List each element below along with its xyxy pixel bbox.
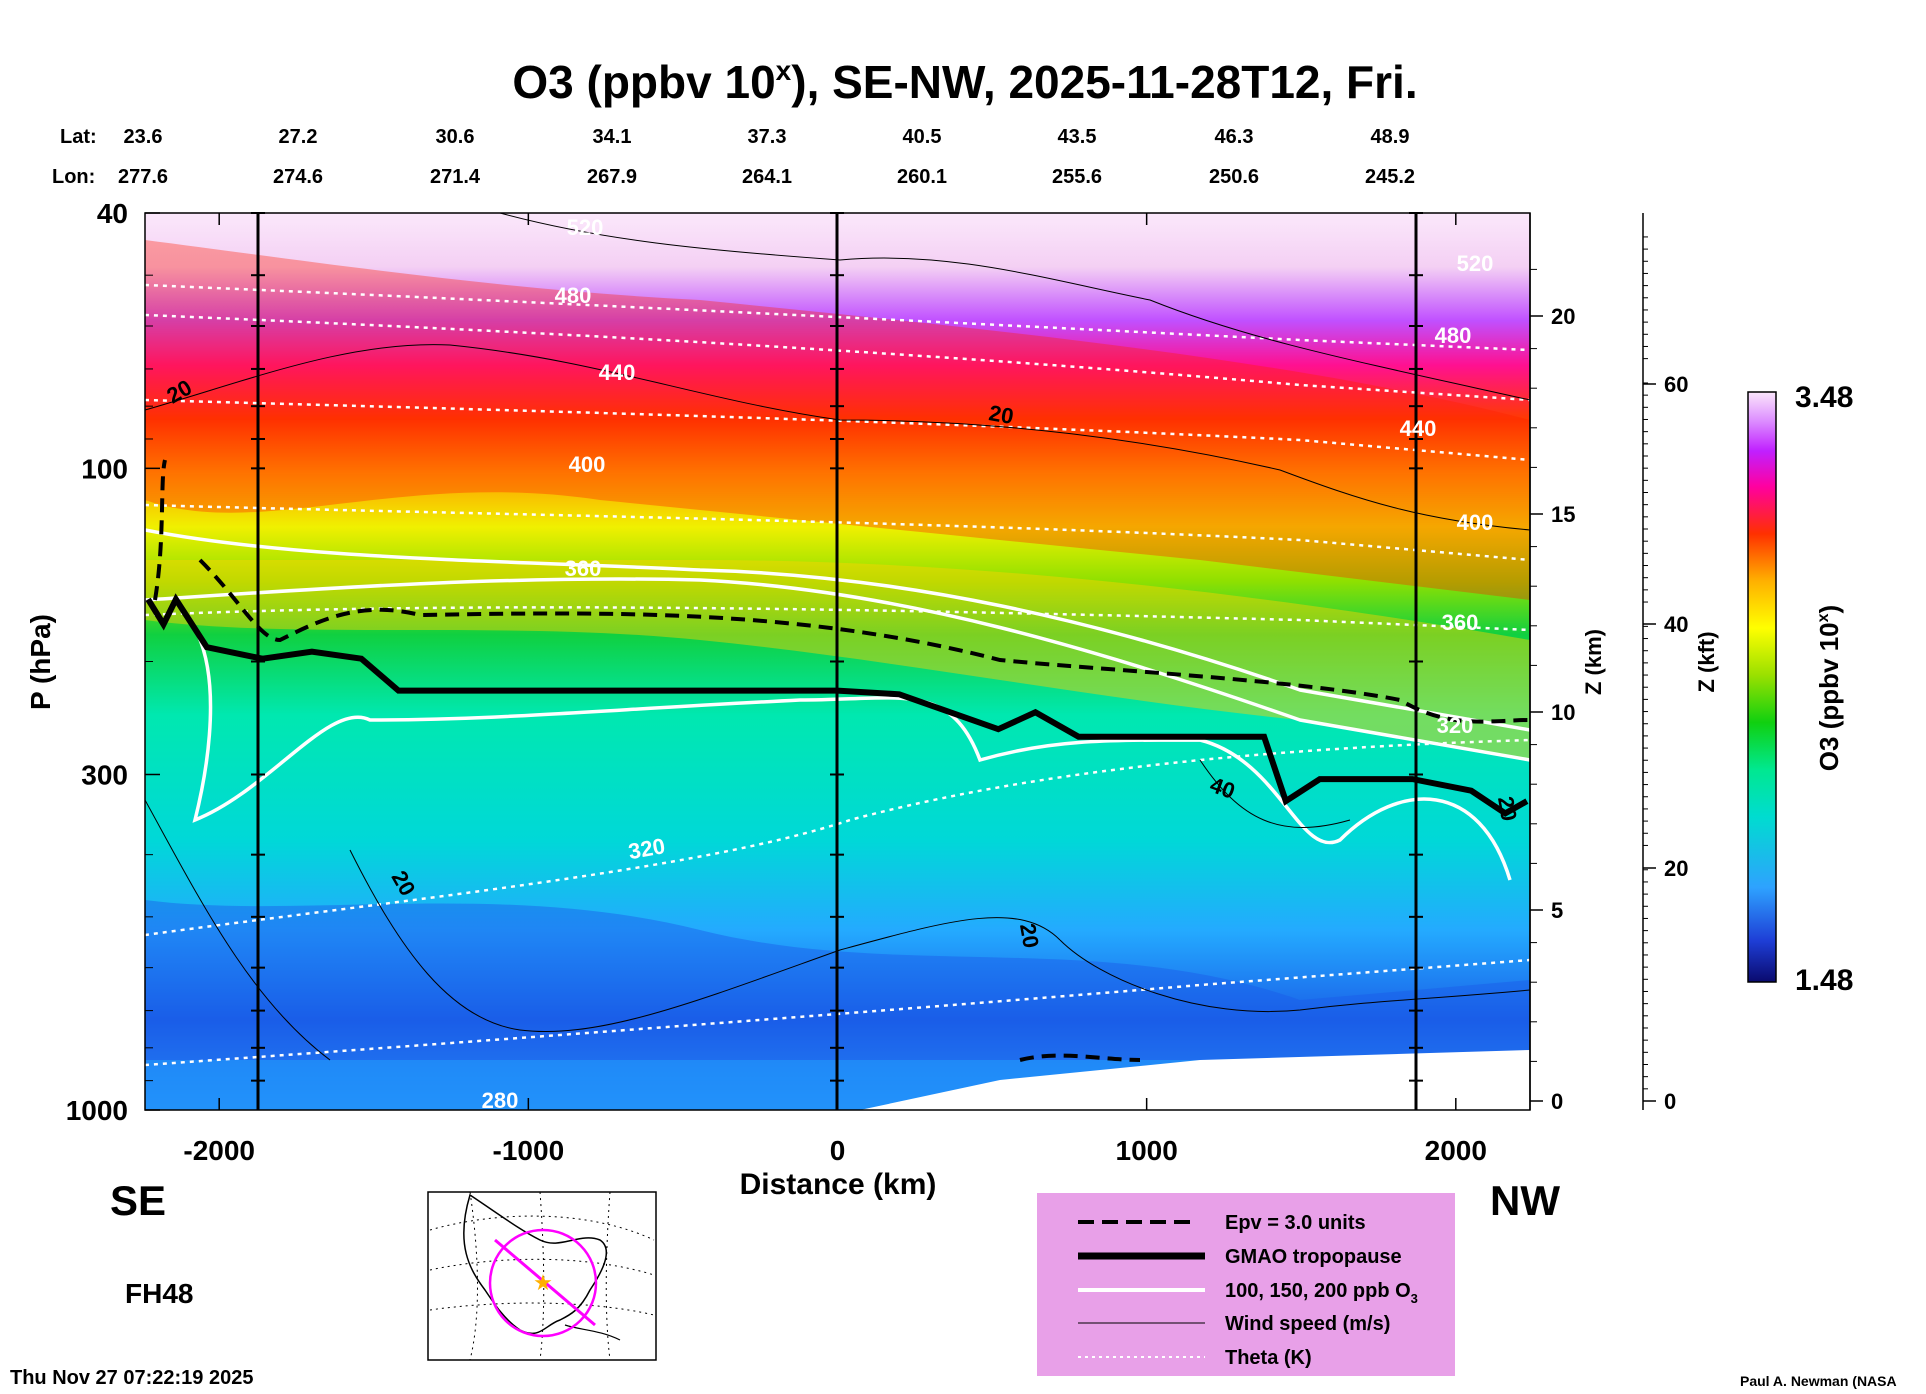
wind-speed-contours [145, 213, 1530, 1061]
lon-value: 255.6 [1052, 166, 1102, 188]
se-label: SE [110, 1177, 166, 1224]
contour-label: 20 [1493, 794, 1522, 822]
legend-item-theta: Theta (K) [1225, 1347, 1312, 1369]
map-graticule [429, 1191, 655, 1361]
lat-value: 30.6 [436, 126, 475, 148]
nw-label: NW [1490, 1177, 1560, 1224]
map-range-circle [488, 1228, 598, 1338]
contour-label: 480 [555, 283, 592, 308]
colorbar-min: 1.48 [1795, 964, 1853, 997]
contour-label: 440 [599, 360, 636, 385]
z-km-tick-label: 15 [1551, 502, 1575, 527]
map-section-line [494, 1238, 596, 1327]
x-tick-label: -1000 [493, 1135, 565, 1166]
lat-value: 23.6 [124, 126, 163, 148]
legend-item-o3: 100, 150, 200 ppb O3 [1225, 1280, 1418, 1306]
contour-label: 320 [1437, 713, 1474, 738]
lon-value: 267.9 [587, 166, 637, 188]
legend-item-epv: Epv = 3.0 units [1225, 1212, 1366, 1234]
lon-value: 271.4 [430, 166, 481, 188]
contour-label: 480 [1435, 323, 1472, 348]
credit: Paul A. Newman (NASA [1740, 1373, 1897, 1389]
y-tick-label: 100 [81, 453, 128, 484]
y-axis: 40 100 300 1000 [66, 198, 1423, 1126]
lon-value: 260.1 [897, 166, 947, 188]
lon-value: 245.2 [1365, 166, 1415, 188]
lon-value: 277.6 [118, 166, 168, 188]
lon-value: 250.6 [1209, 166, 1259, 188]
lat-value: 48.9 [1371, 126, 1410, 148]
x-tick-label: 0 [830, 1135, 846, 1166]
x-tick-label: -2000 [183, 1135, 255, 1166]
map-center-star-icon: ★ [533, 1270, 553, 1295]
contour-label: 20 [987, 400, 1015, 429]
contour-label: 520 [1457, 251, 1494, 276]
o3-ppb-contours [145, 528, 1530, 881]
lat-value: 46.3 [1215, 126, 1254, 148]
x-tick-label: 2000 [1425, 1135, 1487, 1166]
lat-value: 40.5 [903, 126, 942, 148]
colorbar [1747, 391, 1777, 983]
contour-label: 360 [1442, 610, 1479, 635]
lon-value: 264.1 [742, 166, 792, 188]
colorbar-max: 3.48 [1795, 381, 1853, 414]
y-tick-label: 40 [97, 198, 128, 229]
z-kft-label: Z (kft) [1694, 631, 1719, 692]
timestamp: Thu Nov 27 07:22:19 2025 [10, 1367, 253, 1389]
inset-map: ★ [427, 1191, 657, 1361]
lon-row-label: Lon: [52, 166, 95, 188]
x-axis-label: Distance (km) [740, 1168, 937, 1201]
theta-contours [145, 283, 1530, 1067]
z-kft-tick-label: 20 [1664, 856, 1688, 881]
epv-contour [153, 459, 1530, 1062]
lat-lon-rows: 23.6 27.2 30.6 34.1 37.3 40.5 43.5 46.3 48.9 277.… [118, 126, 1415, 188]
z-km-tick-label: 20 [1551, 304, 1575, 329]
lat-value: 34.1 [593, 126, 632, 148]
map-islands [564, 1324, 621, 1341]
contour-label: 360 [565, 556, 602, 581]
z-km-label: Z (km) [1581, 629, 1606, 695]
legend-item-wind: Wind speed (m/s) [1225, 1313, 1390, 1335]
lat-row-label: Lat: [60, 126, 97, 148]
z-km-axis: 0 5 10 15 20 [1529, 213, 1575, 1114]
chart-title: O3 (ppbv 10x), SE-NW, 2025-11-28T12, Fri… [512, 55, 1417, 108]
colorbar-label: O3 (ppbv 10x) [1814, 605, 1844, 771]
lon-value: 274.6 [273, 166, 323, 188]
lat-value: 27.2 [279, 126, 318, 148]
contour-label: 280 [482, 1088, 519, 1113]
z-km-tick-label: 0 [1551, 1089, 1563, 1114]
lat-value: 37.3 [748, 126, 787, 148]
z-kft-tick-label: 0 [1664, 1089, 1676, 1114]
lat-value: 43.5 [1058, 126, 1097, 148]
x-tick-label: 1000 [1116, 1135, 1178, 1166]
gmao-tropopause-line [145, 593, 1529, 817]
inset-map-frame [427, 1191, 657, 1361]
y-axis-label: P (hPa) [25, 614, 56, 710]
legend: Epv = 3.0 units GMAO tropopause 100, 150… [1037, 1193, 1455, 1376]
y-tick-label: 300 [81, 759, 128, 790]
contour-label: 400 [1457, 510, 1494, 535]
z-kft-axis: 0 20 40 60 [1642, 213, 1688, 1114]
z-kft-tick-label: 60 [1664, 372, 1688, 397]
x-axis: -2000 -1000 0 1000 2000 [183, 213, 1487, 1166]
legend-item-tropopause: GMAO tropopause [1225, 1246, 1402, 1268]
contour-label: 20 [1015, 921, 1044, 949]
contour-label: 520 [567, 215, 604, 240]
z-km-tick-label: 10 [1551, 700, 1575, 725]
z-km-tick-label: 5 [1551, 898, 1563, 923]
contour-label: 400 [569, 452, 606, 477]
contour-label: 440 [1400, 416, 1437, 441]
y-tick-label: 1000 [66, 1095, 128, 1126]
z-kft-tick-label: 40 [1664, 612, 1688, 637]
forecast-hour: FH48 [125, 1278, 193, 1309]
